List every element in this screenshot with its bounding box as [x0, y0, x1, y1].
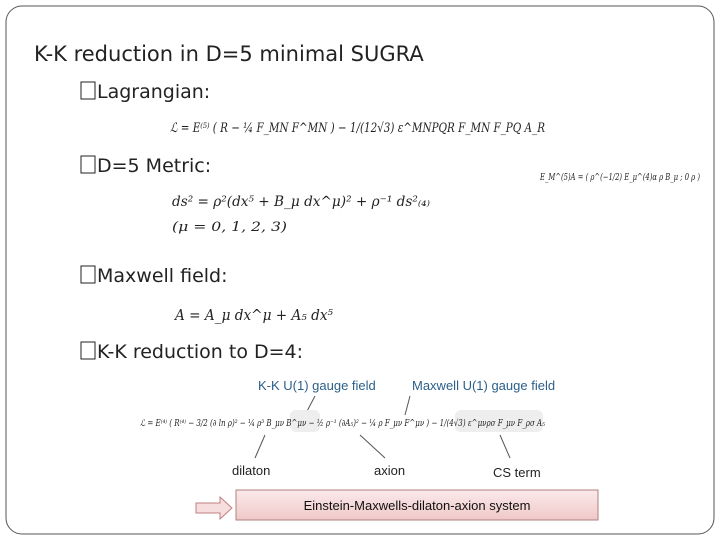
annotation: dilaton	[232, 463, 270, 478]
annotation: K-K U(1) gauge field	[258, 378, 376, 393]
annotation: Maxwell U(1) gauge field	[412, 378, 555, 393]
arrow	[195, 495, 233, 521]
highlight	[290, 410, 320, 432]
equation: E_M^(5)A = ( ρ^(−1/2) E_μ^(4)α ρ B_μ ; 0…	[539, 172, 700, 183]
equation: (μ = 0, 1, 2, 3)	[172, 220, 287, 235]
equation: A = A_μ dx^μ + A₅ dx⁵	[173, 306, 333, 324]
bullet: D=5 Metric:	[97, 155, 211, 177]
bullet-marker	[80, 81, 96, 100]
result-box	[235, 489, 599, 521]
pointer-line	[499, 434, 511, 459]
slide-title: K-K reduction in D=5 minimal SUGRA	[34, 42, 424, 66]
bullet-marker	[80, 341, 96, 360]
equation: ℒ = E⁽⁵⁾ ( R − ¼ F_MN F^MN ) − 1/(12√3) …	[170, 121, 545, 136]
bullet: K-K reduction to D=4:	[97, 341, 303, 363]
pointer-line	[254, 434, 266, 459]
annotation: axion	[374, 463, 405, 478]
bullet-marker	[80, 265, 96, 284]
pointer-line	[359, 434, 386, 459]
equation: ds² = ρ²(dx⁵ + B_μ dx^μ)² + ρ⁻¹ ds²₍₄₎	[172, 194, 431, 210]
highlight	[455, 410, 543, 432]
bullet: Lagrangian:	[97, 81, 210, 103]
annotation: CS term	[493, 465, 541, 480]
pointer-line	[404, 395, 411, 416]
bullet: Maxwell field:	[97, 265, 228, 287]
result-text: Einstein-Maxwells-dilaton-axion system	[304, 498, 531, 513]
equation: ℒ = E⁽⁴⁾ ( R⁽⁴⁾ − 3/2 (∂ ln ρ)² − ¼ ρ³ B…	[140, 418, 545, 429]
slide-frame	[5, 5, 715, 535]
bullet-marker	[80, 155, 96, 174]
